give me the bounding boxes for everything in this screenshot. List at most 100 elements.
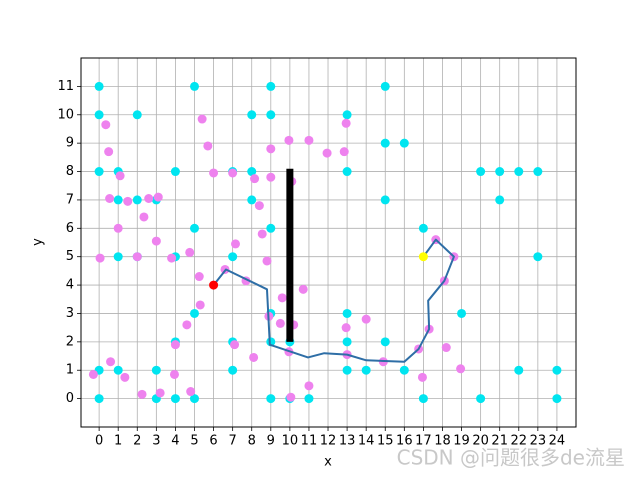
x-tick-label: 7 — [229, 434, 237, 449]
point — [399, 138, 409, 148]
point — [533, 252, 543, 262]
x-tick-label: 15 — [377, 434, 394, 449]
point — [275, 318, 285, 328]
point — [495, 195, 505, 205]
point — [203, 141, 213, 151]
x-tick-label: 1 — [114, 434, 122, 449]
plot-area: 0 1 2 3 4 5 6 7 8 9 10 11 12 13 14 15 16 17 18 19 20 21 22 23 24… — [57, 57, 577, 449]
y-tick-label: 10 — [57, 107, 74, 122]
y-tick-label: 3 — [66, 306, 74, 321]
point — [257, 229, 267, 239]
point — [120, 372, 130, 382]
point — [266, 110, 276, 120]
point — [228, 365, 238, 375]
point — [186, 387, 196, 397]
point — [189, 308, 199, 318]
point — [132, 195, 142, 205]
point — [228, 252, 238, 262]
point — [249, 352, 259, 362]
point — [476, 167, 486, 177]
point — [266, 337, 276, 347]
point — [457, 308, 467, 318]
point — [106, 357, 116, 367]
point — [380, 337, 390, 347]
point — [189, 223, 199, 233]
point — [105, 194, 115, 204]
point — [552, 394, 562, 404]
x-axis-label: x — [324, 455, 332, 470]
point — [195, 300, 205, 310]
point — [170, 167, 180, 177]
point — [277, 293, 287, 303]
point — [151, 365, 161, 375]
point — [113, 252, 123, 262]
point — [167, 253, 177, 263]
point — [247, 195, 257, 205]
x-tick-label: 4 — [171, 434, 179, 449]
point — [151, 236, 161, 246]
point — [533, 167, 543, 177]
point — [169, 369, 179, 379]
point — [247, 110, 257, 120]
point — [514, 365, 524, 375]
point — [197, 114, 207, 124]
y-tick-label: 0 — [66, 391, 74, 406]
point — [231, 239, 241, 249]
point — [247, 167, 257, 177]
y-tick-label: 6 — [66, 221, 74, 236]
y-axis-label: y — [31, 238, 46, 246]
x-tick-label: 5 — [190, 434, 198, 449]
point — [418, 394, 428, 404]
point — [341, 323, 351, 333]
point — [182, 320, 192, 330]
point — [113, 365, 123, 375]
watermark: CSDN @问题很多de流星 — [397, 446, 625, 470]
point — [304, 394, 314, 404]
point — [418, 252, 428, 262]
x-tick-label: 6 — [209, 434, 217, 449]
point — [123, 196, 133, 206]
point — [514, 167, 524, 177]
y-tick-label: 9 — [66, 136, 74, 151]
point — [115, 171, 125, 181]
x-tick-label: 21 — [491, 434, 508, 449]
x-tick-label: 16 — [396, 434, 413, 449]
point — [495, 167, 505, 177]
x-tick-label: 12 — [320, 434, 337, 449]
point — [266, 223, 276, 233]
point — [170, 394, 180, 404]
point — [441, 343, 451, 353]
point — [361, 365, 371, 375]
point — [94, 81, 104, 91]
point — [266, 144, 276, 154]
point — [144, 194, 154, 204]
point — [94, 167, 104, 177]
x-tick-label: 14 — [358, 434, 375, 449]
point — [342, 110, 352, 120]
point — [284, 135, 294, 145]
point — [113, 195, 123, 205]
x-tick-label: 8 — [248, 434, 256, 449]
x-tick-label: 20 — [472, 434, 489, 449]
x-tick-label: 23 — [530, 434, 547, 449]
point — [101, 120, 111, 130]
x-tick-label: 2 — [133, 434, 141, 449]
point — [456, 364, 466, 374]
x-tick-label: 17 — [415, 434, 432, 449]
x-tick-label: 3 — [152, 434, 160, 449]
point — [104, 147, 114, 157]
point — [361, 314, 371, 324]
point — [341, 118, 351, 128]
point — [304, 381, 314, 391]
point — [380, 138, 390, 148]
x-tick-label: 10 — [282, 434, 299, 449]
x-tick-label: 9 — [267, 434, 275, 449]
y-tick-label: 11 — [57, 79, 74, 94]
point — [94, 110, 104, 120]
point — [254, 201, 264, 211]
point — [209, 280, 219, 290]
y-tick-label: 8 — [66, 164, 74, 179]
point — [185, 247, 195, 257]
